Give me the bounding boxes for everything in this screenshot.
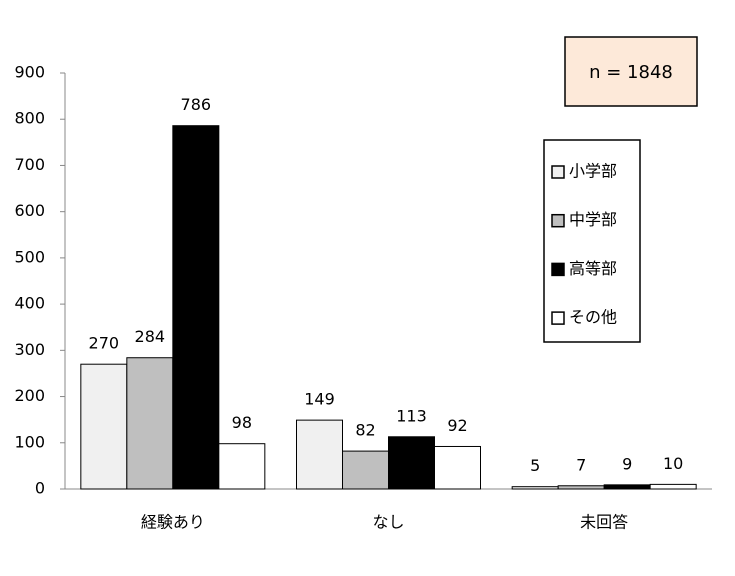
legend-label: その他 (569, 308, 617, 327)
y-tick-label: 200 (14, 386, 45, 405)
value-label: 82 (355, 421, 375, 440)
y-tick-label: 700 (14, 155, 45, 174)
x-tick-label: なし (372, 513, 404, 532)
value-label: 9 (622, 454, 632, 473)
legend-swatch (551, 262, 565, 277)
legend-label: 小学部 (569, 162, 617, 181)
value-label: 98 (232, 413, 252, 432)
bar (342, 450, 389, 490)
bar (434, 445, 481, 490)
value-label: 270 (89, 334, 120, 353)
bar (80, 363, 128, 490)
value-label: 5 (530, 456, 540, 475)
x-tick-label: 未回答 (580, 513, 628, 532)
annotation-box (564, 36, 698, 107)
y-tick-label: 400 (14, 294, 45, 313)
bar (172, 125, 220, 490)
legend-label: 中学部 (569, 210, 617, 229)
bar (557, 485, 605, 490)
bar (511, 486, 559, 490)
value-label: 7 (576, 455, 586, 474)
y-tick-label: 300 (14, 340, 45, 359)
legend-label: 高等部 (569, 259, 617, 278)
x-tick-label: 経験あり (141, 513, 205, 532)
bar (603, 484, 651, 490)
value-label: 10 (663, 454, 683, 473)
value-label: 149 (304, 390, 335, 409)
annotation: n = 1848 (589, 62, 673, 83)
bar (218, 443, 266, 490)
y-tick-label: 800 (14, 109, 45, 128)
y-tick-label: 900 (14, 63, 45, 82)
y-tick-label: 600 (14, 201, 45, 220)
legend-swatch (551, 165, 565, 179)
legend-swatch (551, 213, 565, 228)
value-label: 92 (447, 416, 467, 435)
legend-swatch (551, 311, 565, 325)
value-label: 284 (135, 327, 166, 346)
bar (126, 357, 174, 490)
y-tick-label: 0 (35, 479, 45, 498)
value-label: 786 (181, 95, 212, 114)
y-tick-label: 500 (14, 247, 45, 266)
y-tick-label: 100 (14, 432, 45, 451)
value-label: 113 (396, 406, 427, 425)
bar (296, 419, 343, 490)
bar (649, 483, 697, 490)
bar (388, 436, 435, 490)
